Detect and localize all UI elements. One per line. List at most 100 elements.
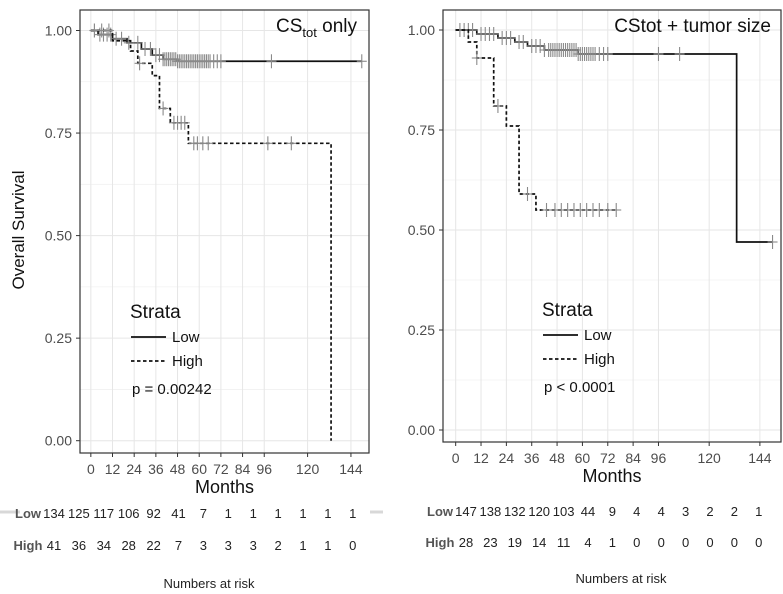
- survival-curve-high: [455, 29, 617, 211]
- y-tick-label: 0.25: [45, 330, 72, 346]
- x-tick-label: 12: [473, 450, 489, 466]
- risk-count-cell: 7: [175, 538, 182, 553]
- x-tick-label: 24: [499, 450, 515, 466]
- legend-label-high: High: [584, 351, 615, 368]
- risk-row-label-high: High: [426, 535, 455, 550]
- p-value-annotation: p < 0.0001: [544, 379, 615, 396]
- panel-border: [79, 9, 370, 454]
- panel-title-tail: only: [317, 16, 358, 37]
- risk-count-cell: 106: [118, 506, 140, 521]
- risk-count-cell: 0: [706, 535, 713, 550]
- x-tick-label: 36: [148, 461, 164, 477]
- y-tick-label: 0.75: [45, 125, 72, 141]
- risk-count-cell: 120: [528, 504, 550, 519]
- x-tick-label: 96: [256, 461, 272, 477]
- y-tick-label: 1.00: [45, 23, 72, 39]
- risk-count-cell: 3: [200, 538, 207, 553]
- risk-count-cell: 1: [299, 538, 306, 553]
- x-axis-title: Months: [195, 477, 254, 497]
- risk-row-label-high: High: [14, 538, 43, 553]
- x-tick-label: 72: [213, 461, 229, 477]
- panel-title-main: CS: [276, 16, 302, 37]
- survival-panel-cstot-tumor-size: 0.00 0.25 0.50 0.75 1.00 0 12 24 36 48 60 72 84 96 120…: [408, 9, 782, 486]
- x-tick-label: 72: [600, 450, 616, 466]
- risk-count-cell: 125: [68, 506, 90, 521]
- risk-table-title: Numbers at risk: [575, 571, 667, 586]
- x-tick-label: 144: [748, 450, 772, 466]
- risk-count-cell: 14: [532, 535, 546, 550]
- x-tick-label: 0: [87, 461, 95, 477]
- risk-count-cell: 92: [146, 506, 160, 521]
- legend-label-low: Low: [584, 327, 612, 344]
- risk-count-cell: 19: [508, 535, 522, 550]
- risk-count-cell: 134: [43, 506, 65, 521]
- risk-count-cell: 0: [682, 535, 689, 550]
- x-tick-label: 84: [235, 461, 251, 477]
- risk-count-cell: 3: [682, 504, 689, 519]
- panel-title: CStot + tumor size: [614, 16, 771, 37]
- survival-panel-cstot-only: 0.00 0.25 0.50 0.75 1.00 0 12 24 36 48 60 72 84 96 120…: [45, 9, 370, 497]
- risk-count-cell: 22: [146, 538, 160, 553]
- risk-count-cell: 0: [731, 535, 738, 550]
- risk-count-cell: 4: [633, 504, 640, 519]
- x-tick-label: 60: [191, 461, 207, 477]
- x-tick-label: 48: [170, 461, 186, 477]
- risk-count-cell: 1: [250, 506, 257, 521]
- y-tick-label: 0.25: [408, 322, 435, 338]
- panel-title-subscript: tot: [302, 25, 317, 40]
- panel-border: [442, 9, 782, 443]
- x-tick-label: 12: [105, 461, 121, 477]
- risk-count-cell: 0: [658, 535, 665, 550]
- y-tick-label: 1.00: [408, 22, 435, 38]
- risk-count-cell: 1: [299, 506, 306, 521]
- x-axis-title: Months: [582, 466, 641, 486]
- y-tick-label: 0.00: [45, 433, 72, 449]
- risk-count-cell: 1: [349, 506, 356, 521]
- y-axis-title: Overall Survival: [9, 170, 28, 289]
- risk-count-cell: 4: [584, 535, 591, 550]
- risk-count-cell: 3: [225, 538, 232, 553]
- risk-count-cell: 41: [171, 506, 185, 521]
- risk-row-label-low: Low: [427, 504, 454, 519]
- legend-label-high: High: [172, 353, 203, 370]
- legend-label-low: Low: [172, 329, 200, 346]
- risk-count-cell: 28: [121, 538, 135, 553]
- risk-count-cell: 2: [706, 504, 713, 519]
- risk-count-cell: 2: [274, 538, 281, 553]
- risk-count-cell: 0: [755, 535, 762, 550]
- risk-count-cell: 1: [755, 504, 762, 519]
- risk-count-cell: 4: [658, 504, 665, 519]
- risk-count-cell: 0: [633, 535, 640, 550]
- survival-curve-high: [90, 29, 332, 441]
- risk-count-cell: 117: [93, 506, 114, 521]
- y-tick-label: 0.75: [408, 122, 435, 138]
- risk-count-cell: 3: [250, 538, 257, 553]
- x-tick-label: 0: [452, 450, 460, 466]
- risk-count-cell: 1: [225, 506, 232, 521]
- risk-count-cell: 1: [609, 535, 616, 550]
- risk-count-cell: 1: [274, 506, 281, 521]
- risk-count-cell: 11: [557, 535, 571, 550]
- risk-count-cell: 138: [480, 504, 502, 519]
- risk-count-cell: 23: [483, 535, 497, 550]
- risk-count-cell: 9: [609, 504, 616, 519]
- risk-count-cell: 2: [731, 504, 738, 519]
- x-tick-label: 144: [339, 461, 363, 477]
- risk-count-cell: 0: [349, 538, 356, 553]
- x-tick-label: 60: [575, 450, 591, 466]
- legend-title: Strata: [542, 300, 593, 321]
- risk-count-cell: 1: [324, 538, 331, 553]
- risk-count-cell: 147: [455, 504, 477, 519]
- y-tick-label: 0.50: [408, 222, 435, 238]
- risk-count-cell: 1: [324, 506, 331, 521]
- risk-count-cell: 28: [459, 535, 473, 550]
- x-tick-label: 24: [126, 461, 142, 477]
- y-tick-label: 0.00: [408, 422, 435, 438]
- x-tick-label: 36: [524, 450, 540, 466]
- risk-table-title: Numbers at risk: [163, 576, 255, 591]
- risk-count-cell: 132: [504, 504, 526, 519]
- risk-row-label-low: Low: [15, 506, 42, 521]
